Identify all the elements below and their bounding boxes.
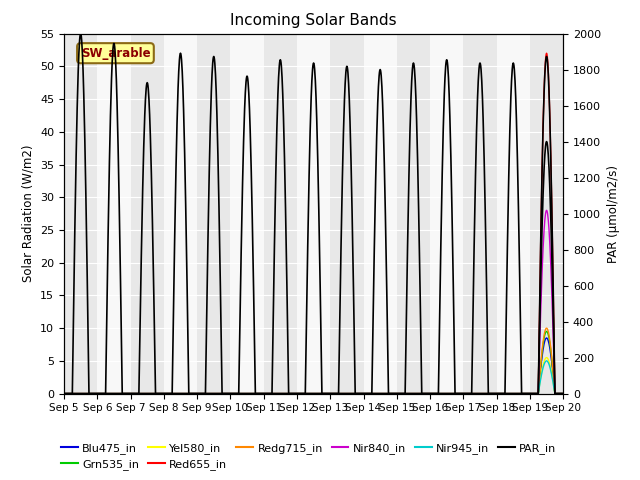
Bar [164, 34, 197, 394]
Bar [530, 34, 563, 394]
Y-axis label: PAR (μmol/m2/s): PAR (μmol/m2/s) [607, 165, 620, 263]
Title: Incoming Solar Bands: Incoming Solar Bands [230, 13, 397, 28]
Legend: Blu475_in, Grn535_in, Yel580_in, Red655_in, Redg715_in, Nir840_in, Nir945_in, PA: Blu475_in, Grn535_in, Yel580_in, Red655_… [57, 438, 561, 474]
Bar [97, 34, 131, 394]
Bar [430, 34, 463, 394]
Bar [297, 34, 330, 394]
Bar [230, 34, 264, 394]
Bar [264, 34, 297, 394]
Bar [397, 34, 430, 394]
Bar [64, 34, 97, 394]
Bar [497, 34, 530, 394]
Text: SW_arable: SW_arable [81, 47, 150, 60]
Bar [364, 34, 397, 394]
Bar [563, 34, 596, 394]
Bar [197, 34, 230, 394]
Y-axis label: Solar Radiation (W/m2): Solar Radiation (W/m2) [22, 145, 35, 282]
Bar [463, 34, 497, 394]
Bar [131, 34, 164, 394]
Bar [330, 34, 364, 394]
